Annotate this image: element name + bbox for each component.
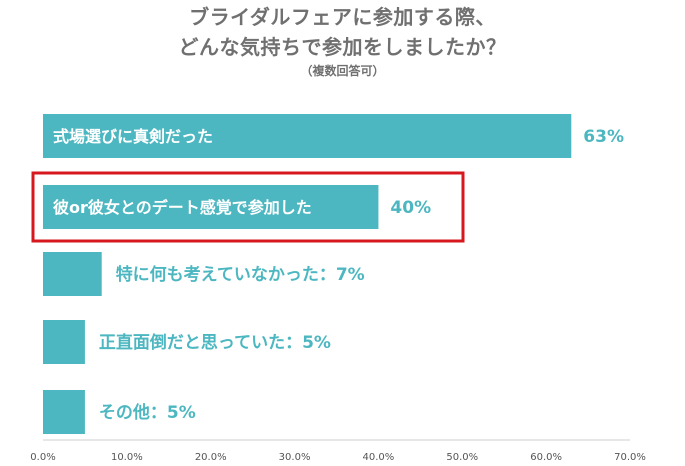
x-tick-label-0: 0.0%: [30, 452, 55, 463]
chart-subtitle: （複数回答可）: [300, 64, 385, 78]
bar-value-label-0: 63%: [583, 127, 624, 147]
bar-outside-label-2: 特に何も考えていなかった：7%: [116, 264, 365, 285]
bar-value-label-1: 40%: [390, 198, 431, 218]
x-tick-label-1: 10.0%: [111, 452, 143, 463]
bar-outside-label-4: その他：5%: [99, 402, 196, 423]
chart-title-block: ブライダルフェアに参加する際、 どんな気持ちで参加をしましたか？ （複数回答可）: [0, 2, 685, 80]
chart-title-line-2: どんな気持ちで参加をしましたか？: [178, 35, 507, 59]
highlight-box: [31, 171, 465, 243]
x-tick-label-7: 70.0%: [614, 452, 646, 463]
x-tick-label-4: 40.0%: [363, 452, 395, 463]
bar-category-label-1: 彼or彼女とのデート感覚で参加した: [53, 198, 312, 217]
bar-0: [43, 114, 572, 158]
bar-category-label-0: 式場選びに真剣だった: [53, 127, 213, 146]
x-tick-label-5: 50.0%: [446, 452, 478, 463]
bar-2: [43, 252, 102, 296]
bar-4: [43, 390, 85, 434]
bar-3: [43, 320, 85, 364]
x-tick-label-2: 20.0%: [195, 452, 227, 463]
bar-1: [43, 185, 379, 229]
chart-title-line-1: ブライダルフェアに参加する際、: [189, 5, 496, 29]
x-tick-label-6: 60.0%: [530, 452, 562, 463]
bar-outside-label-3: 正直面倒だと思っていた：5%: [99, 332, 331, 353]
x-tick-label-3: 30.0%: [279, 452, 311, 463]
